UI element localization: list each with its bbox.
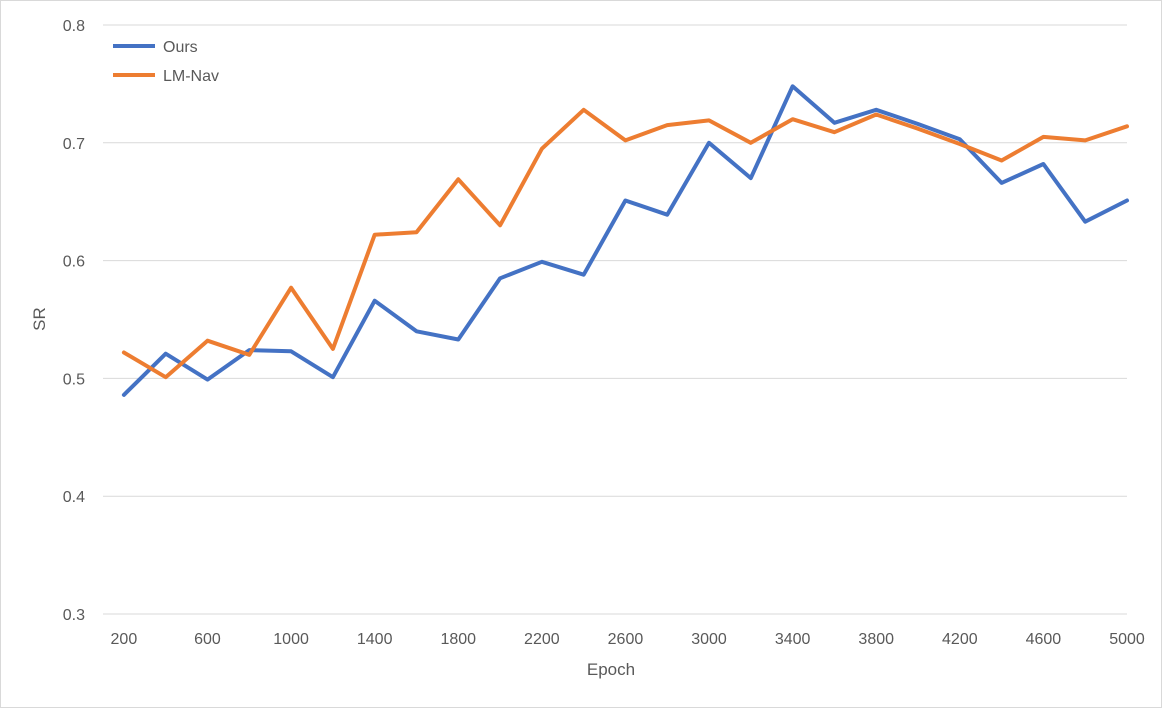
x-tick-label: 3800: [858, 631, 894, 648]
y-tick-label: 0.4: [63, 489, 85, 506]
x-tick-label: 1800: [440, 631, 476, 648]
series-lines: [121, 84, 1129, 397]
y-tick-label: 0.6: [63, 254, 85, 271]
x-tick-label: 4600: [1026, 631, 1062, 648]
y-tick-label: 0.7: [63, 136, 85, 153]
series-line-lm-nav: [121, 107, 1129, 380]
x-tick-label: 5000: [1109, 631, 1145, 648]
x-tick-label: 2600: [608, 631, 644, 648]
y-tick-label: 0.5: [63, 371, 85, 388]
y-axis-title: SR: [30, 307, 49, 331]
x-tick-label: 1000: [273, 631, 309, 648]
x-tick-label: 2200: [524, 631, 560, 648]
x-tick-label: 600: [194, 631, 221, 648]
y-tick-label: 0.8: [63, 18, 85, 35]
series-line-ours: [121, 84, 1129, 397]
x-tick-label: 200: [111, 631, 138, 648]
gridlines: [103, 24, 1127, 615]
x-tick-labels: 200 600 1000 1400 1800 2200 2600 3000 3400 3800 42…: [111, 631, 1145, 648]
y-tick-label: 0.3: [63, 607, 85, 624]
y-tick-labels: 0.3 0.4 0.5 0.6 0.7 0.8: [63, 18, 85, 624]
legend-label-lm-nav: LM-Nav: [163, 68, 219, 85]
x-tick-label: 1400: [357, 631, 393, 648]
legend: Ours LM-Nav: [113, 39, 219, 85]
x-tick-label: 3400: [775, 631, 811, 648]
legend-label-ours: Ours: [163, 39, 198, 56]
x-tick-label: 3000: [691, 631, 727, 648]
x-tick-label: 4200: [942, 631, 978, 648]
x-axis-title: Epoch: [587, 660, 635, 679]
